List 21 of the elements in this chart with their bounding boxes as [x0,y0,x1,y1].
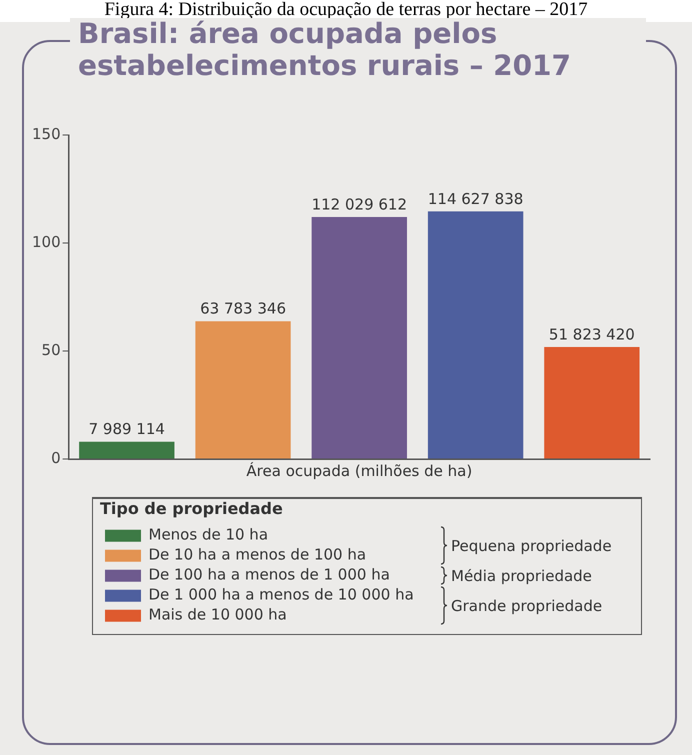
legend-label: De 1 000 ha a menos de 10 000 ha [148,586,414,604]
text: Pequena propriedade [451,536,612,555]
annotation: 112 029 612 [312,195,408,214]
chart-title: Brasil: área ocupada pelos estabelecimentos rurais – 2017 [70,17,646,82]
text: Média propriedade [451,566,592,585]
legend-label: De 100 ha a menos de 1 000 ha [148,566,390,584]
annotation: 63 783 346 [200,300,286,318]
legend-title: Tipo de propriedade [100,499,284,518]
annotation: 114 627 838 [428,190,524,208]
y-tick-label: 150 [32,124,61,143]
y-tick-label: 100 [32,232,61,251]
annotation: 7 989 114 [88,420,165,438]
y-tick-label: 0 [51,448,61,467]
x-axis-title: Área ocupada (milhões de ha) [246,462,472,480]
annotation: 51 823 420 [548,325,635,344]
y-tick-label: 50 [42,340,61,359]
text: Figura 4: Distribuição da ocupação de terras por hectare – 2017 [0,0,692,22]
legend-label: Menos de 10 ha [148,526,268,544]
legend-label: Mais de 10 000 ha [148,606,287,624]
legend-label: De 10 ha a menos de 100 ha [148,546,366,564]
text: Grande propriedade [451,596,602,615]
